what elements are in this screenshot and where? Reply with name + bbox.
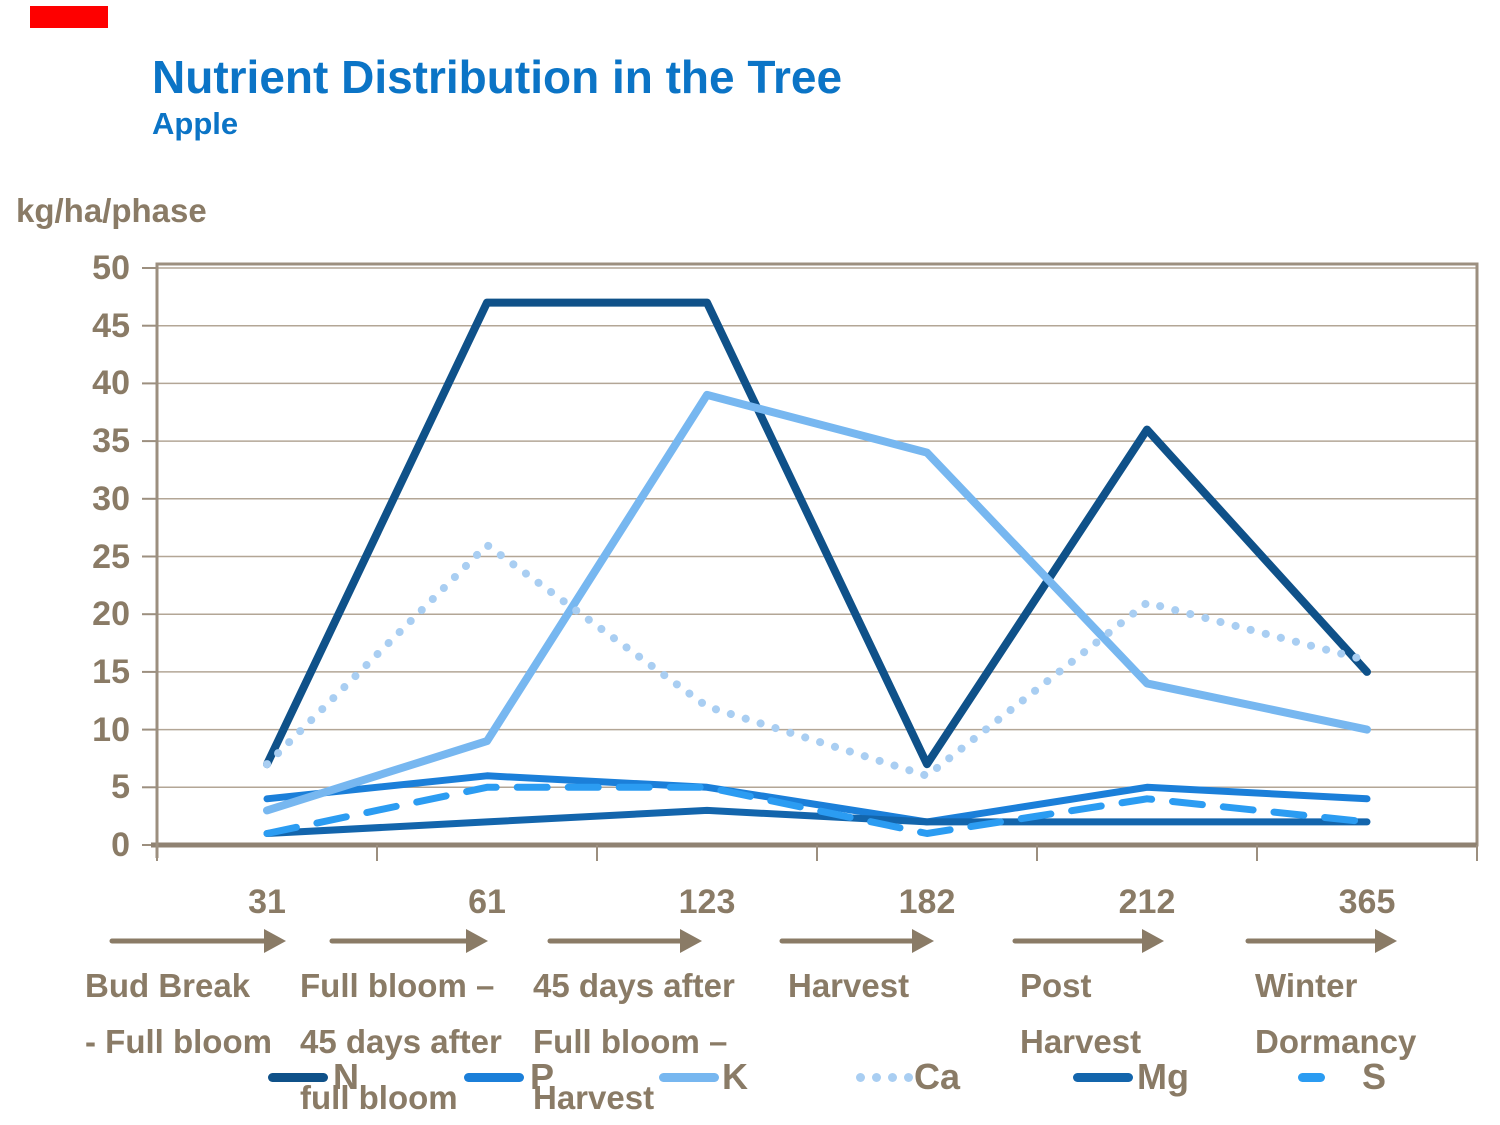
x-tick-label-212: 212 (1118, 883, 1176, 921)
series-line-Ca (263, 541, 1371, 780)
phase-label-line: Harvest (533, 1079, 655, 1116)
y-tick-label-50: 50 (92, 249, 130, 287)
y-tick-label-0: 0 (111, 826, 130, 864)
y-tick-label-15: 15 (92, 652, 130, 691)
page-subtitle: Apple (152, 106, 239, 141)
phase-label-line: Full bloom – (300, 967, 495, 1004)
phase-label-182: Harvest (788, 958, 909, 1014)
legend-swatch-K (659, 1073, 719, 1082)
legend-swatch-Ca (872, 1073, 881, 1082)
phase-label-line: Winter (1255, 967, 1358, 1004)
phase-arrowhead-123 (680, 929, 702, 953)
legend-label-Mg: Mg (1137, 1056, 1189, 1097)
phase-label-line: Dormancy (1255, 1023, 1417, 1060)
legend-label-N: N (333, 1056, 359, 1097)
legend-label-Ca: Ca (914, 1056, 961, 1097)
series-line-Mg (263, 806, 1371, 837)
phase-label-212: Post Harvest (1020, 958, 1141, 1070)
phase-label-61: Full bloom – 45 days after full bloom (300, 958, 502, 1125)
y-tick-label-10: 10 (92, 710, 130, 749)
legend-swatch-Ca (888, 1073, 897, 1082)
y-axis-title: kg/ha/phase (16, 192, 207, 229)
phase-arrowhead-212 (1142, 929, 1164, 953)
phase-label-line: 45 days after (533, 967, 735, 1004)
phase-arrowhead-31 (264, 929, 286, 953)
legend-label-K: K (722, 1056, 748, 1097)
phase-label-line: - Full bloom (85, 1023, 272, 1060)
legend-swatch-P (464, 1073, 524, 1082)
phase-label-line: Harvest (788, 967, 910, 1004)
series-line-K (263, 390, 1371, 815)
phase-label-line: full bloom (300, 1079, 458, 1116)
legend-swatch-N (268, 1073, 328, 1082)
x-tick-label-31: 31 (248, 883, 286, 921)
legend-swatch-Mg (1073, 1073, 1133, 1082)
x-tick-label-182: 182 (898, 883, 956, 921)
y-tick-label-35: 35 (92, 422, 130, 461)
y-tick-label-20: 20 (92, 595, 130, 634)
legend-swatch-S (1298, 1073, 1325, 1082)
phase-label-line: 45 days after (300, 1023, 502, 1060)
y-tick-label-40: 40 (92, 364, 130, 403)
legend-swatch-Ca (904, 1073, 913, 1082)
phase-arrowhead-61 (466, 929, 488, 953)
red-accent-bar (30, 6, 108, 28)
series-line-N (263, 298, 1371, 769)
x-tick-label-123: 123 (678, 883, 736, 921)
legend-label-P: P (530, 1056, 555, 1097)
y-tick-label-45: 45 (92, 306, 130, 345)
phase-label-line: Full bloom – (533, 1023, 728, 1060)
phase-label-line: Bud Break (85, 967, 251, 1004)
legend-swatch-Ca (856, 1073, 865, 1082)
x-tick-label-61: 61 (468, 883, 506, 921)
phase-label-31: Bud Break - Full bloom (85, 958, 272, 1070)
plot-border (155, 262, 1479, 847)
phase-label-line: Post (1020, 967, 1092, 1004)
page-title: Nutrient Distribution in the Tree (152, 51, 843, 103)
series-line-S (263, 783, 1371, 837)
legend-label-S: S (1362, 1056, 1387, 1097)
series-line-P (263, 772, 1371, 826)
y-tick-label-25: 25 (92, 537, 130, 576)
phase-label-line: Harvest (1020, 1023, 1142, 1060)
y-tick-label-30: 30 (92, 479, 130, 518)
phase-arrowhead-365 (1375, 929, 1397, 953)
y-tick-label-5: 5 (111, 768, 130, 807)
x-tick-label-365: 365 (1338, 883, 1396, 921)
phase-label-365: Winter Dormancy (1255, 958, 1416, 1070)
phase-label-123: 45 days after Full bloom – Harvest (533, 958, 735, 1125)
phase-arrowhead-182 (912, 929, 934, 953)
